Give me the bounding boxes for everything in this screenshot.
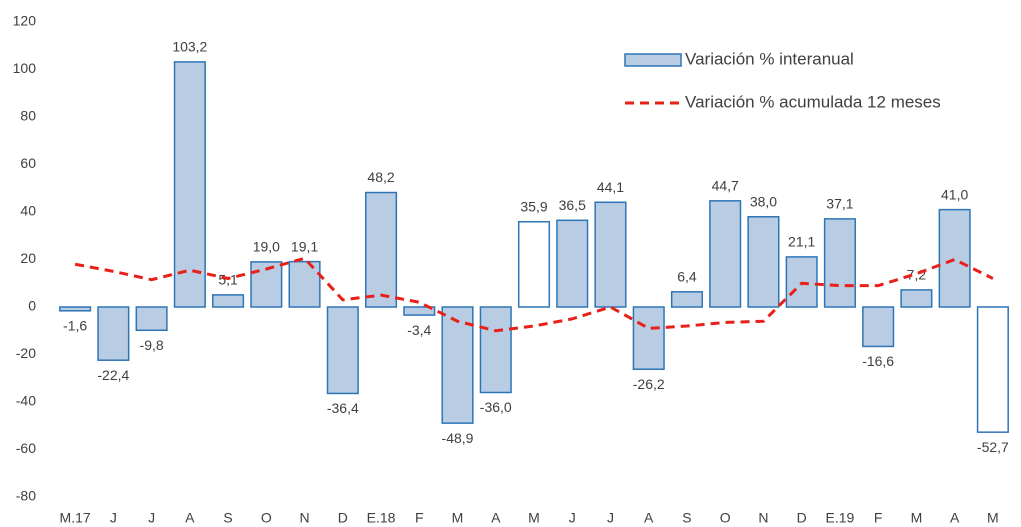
bar [900,289,933,308]
value-label: 41,0 [941,186,968,202]
bar [364,191,398,308]
x-tick-label: A [950,510,960,526]
bar [594,201,627,308]
line [74,256,994,333]
value-label: -1,6 [63,318,87,334]
bar [59,306,92,312]
bar [976,306,1009,433]
x-tick-label: N [299,510,309,526]
x-tick-label: O [261,510,272,526]
value-label: -16,6 [862,353,894,369]
value-label: 103,2 [172,39,207,55]
y-tick-label: -60 [16,440,36,456]
legend-label: Variación % interanual [685,49,854,68]
value-label: 19,1 [291,238,318,254]
value-label: -22,4 [97,367,129,383]
y-tick-label: 40 [20,203,36,219]
bar [556,219,589,308]
x-tick-label: F [874,510,883,526]
x-tick-label: D [797,510,807,526]
bar [288,260,321,308]
value-label: -9,8 [140,337,164,353]
bar [823,218,856,308]
x-tick-label: M [911,510,923,526]
y-tick-label: -20 [16,345,36,361]
bar [862,306,895,348]
legend-label: Variación % acumulada 12 meses [685,92,941,111]
value-label: 19,0 [253,239,280,255]
value-label: -36,0 [480,399,512,415]
value-label: 44,7 [712,178,739,194]
y-tick-label: -40 [16,393,36,409]
bar [212,294,245,308]
bar [670,291,704,308]
bar [709,200,742,308]
bar [479,306,512,394]
y-tick-label: -80 [16,488,36,504]
bar [747,216,780,308]
x-tick-label: A [644,510,654,526]
y-tick-label: 0 [28,298,36,314]
x-tick-label: D [338,510,348,526]
value-label: 6,4 [677,269,697,285]
value-label: -3,4 [407,322,431,338]
bar [517,220,551,308]
bar [403,306,436,316]
value-label: -48,9 [442,430,474,446]
x-tick-label: O [720,510,731,526]
bar [441,306,474,424]
bar [173,61,206,308]
y-tick-label: 80 [20,108,36,124]
value-label: -36,4 [327,400,359,416]
legend-swatch [624,53,682,67]
x-tick-label: J [148,510,155,526]
value-label: -26,2 [633,376,665,392]
value-label: 44,1 [597,179,624,195]
value-label: 21,1 [788,234,815,250]
x-tick-label: F [415,510,424,526]
x-tick-label: J [569,510,576,526]
x-tick-label: A [185,510,195,526]
x-tick-label: M [452,510,464,526]
x-tick-label: S [223,510,232,526]
value-label: 37,1 [826,196,853,212]
x-tick-label: E.18 [367,510,396,526]
y-tick-label: 120 [13,13,37,29]
value-label: -52,7 [977,439,1009,455]
x-tick-label: N [758,510,768,526]
bar [135,306,168,332]
y-tick-label: 100 [13,60,37,76]
value-label: 35,9 [520,198,547,214]
x-tick-label: S [682,510,691,526]
x-tick-label: A [491,510,501,526]
bar [97,306,130,361]
value-label: 48,2 [367,169,394,185]
bar [938,208,971,308]
bar [632,306,665,370]
x-tick-label: M [528,510,540,526]
value-label: 36,5 [559,197,586,213]
x-tick-label: J [110,510,117,526]
y-tick-label: 60 [20,155,36,171]
x-tick-label: M.17 [60,510,91,526]
bar [250,261,283,308]
x-tick-label: J [607,510,614,526]
bar [326,306,359,395]
value-label: 38,0 [750,193,777,209]
y-tick-label: 20 [20,250,36,266]
x-tick-label: E.19 [826,510,855,526]
x-tick-label: M [987,510,999,526]
